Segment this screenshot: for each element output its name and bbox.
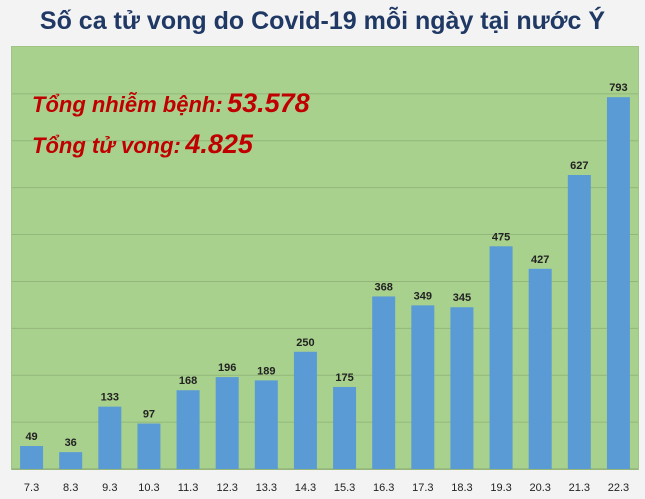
bar — [20, 446, 44, 469]
bar — [450, 307, 474, 469]
bar — [98, 406, 122, 469]
data-label: 175 — [335, 372, 353, 384]
x-tick-label: 10.3 — [138, 482, 159, 494]
x-tick-label: 15.3 — [334, 482, 355, 494]
data-label: 196 — [218, 362, 236, 374]
data-label: 427 — [531, 254, 549, 266]
bar — [567, 175, 591, 470]
bars — [20, 97, 630, 470]
total-cases-summary: Tổng nhiễm bệnh: 53.578 — [32, 88, 310, 119]
data-label: 189 — [257, 365, 275, 377]
x-tick-label: 14.3 — [295, 482, 316, 494]
data-label: 368 — [375, 281, 393, 293]
total-cases-label: Tổng nhiễm bệnh: — [32, 92, 223, 117]
data-label: 349 — [414, 290, 432, 302]
bar — [176, 390, 200, 469]
bar — [528, 268, 552, 469]
data-label: 133 — [101, 392, 119, 404]
total-cases-value: 53.578 — [227, 88, 310, 118]
bar — [293, 351, 317, 469]
x-tick-label: 16.3 — [373, 482, 394, 494]
bar — [333, 386, 357, 469]
x-tick-label: 8.3 — [63, 482, 78, 494]
bar — [215, 377, 239, 469]
x-tick-label: 20.3 — [529, 482, 550, 494]
data-label: 49 — [25, 431, 37, 443]
x-tick-label: 13.3 — [256, 482, 277, 494]
data-labels: 49 36 133 97 168 196 189 250 175 368 349 345 475 427 6… — [25, 82, 627, 449]
bar — [606, 97, 630, 469]
total-deaths-value: 4.825 — [185, 129, 253, 159]
x-tick-label: 7.3 — [24, 482, 39, 494]
x-axis-ticks: 7.3 8.3 9.3 10.3 11.3 12.3 13.3 14.3 15.3 16.3 17.… — [24, 482, 629, 494]
x-tick-label: 19.3 — [490, 482, 511, 494]
data-label: 475 — [492, 231, 510, 243]
bar — [59, 452, 83, 469]
data-label: 627 — [570, 160, 588, 172]
data-label: 36 — [65, 437, 77, 449]
x-tick-label: 12.3 — [216, 482, 237, 494]
data-label: 250 — [296, 337, 314, 349]
x-tick-label: 17.3 — [412, 482, 433, 494]
data-label: 793 — [609, 82, 627, 94]
bar — [137, 423, 161, 469]
x-tick-label: 9.3 — [102, 482, 117, 494]
bar — [489, 246, 513, 469]
bar — [411, 305, 435, 469]
total-deaths-summary: Tổng tử vong: 4.825 — [32, 129, 253, 160]
x-tick-label: 21.3 — [569, 482, 590, 494]
data-label: 345 — [453, 292, 471, 304]
x-tick-label: 18.3 — [451, 482, 472, 494]
data-label: 168 — [179, 375, 197, 387]
bar — [372, 296, 396, 469]
bar — [254, 380, 278, 469]
x-tick-label: 22.3 — [608, 482, 629, 494]
total-deaths-label: Tổng tử vong: — [32, 133, 181, 158]
data-label: 97 — [143, 409, 155, 421]
chart-title: Số ca tử vong do Covid-19 mỗi ngày tại n… — [39, 6, 606, 35]
x-tick-label: 11.3 — [178, 482, 199, 494]
